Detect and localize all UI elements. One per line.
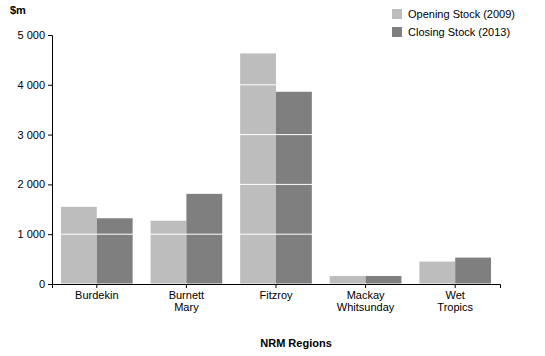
bar: [366, 276, 402, 284]
bar: [61, 207, 97, 284]
bar: [186, 194, 222, 284]
y-tick: 3 000: [17, 129, 52, 141]
x-axis: Burdekin BurnettMary Fitzroy MackayWhitsund…: [53, 284, 501, 313]
grid-line: [52, 234, 500, 235]
y-axis-title: $m: [10, 4, 26, 16]
x-tick-mark: [365, 284, 366, 288]
legend: Opening Stock (2009) Closing Stock (2013): [392, 8, 515, 38]
x-tick: BurnettMary: [169, 284, 204, 313]
y-tick-mark: [48, 135, 52, 136]
y-tick-label: 1 000: [17, 228, 45, 240]
y-tick-mark: [48, 85, 52, 86]
x-tick-label: Burdekin: [75, 289, 118, 301]
x-tick: MackayWhitsunday: [337, 284, 395, 313]
x-tick-mark: [186, 284, 187, 288]
bar: [455, 258, 491, 284]
x-tick: Burdekin: [75, 284, 118, 301]
x-tick-mark: [455, 284, 456, 288]
legend-swatch: [392, 9, 402, 19]
y-tick-mark: [48, 284, 52, 285]
bar: [330, 276, 366, 284]
y-tick: 5 000: [17, 29, 52, 41]
x-tick-label: BurnettMary: [169, 289, 204, 314]
x-tick-mark: [96, 284, 97, 288]
x-tick-mark: [276, 284, 277, 288]
y-tick-label: 4 000: [17, 79, 45, 91]
x-tick-label: MackayWhitsunday: [337, 289, 395, 314]
y-tick-label: 2 000: [17, 178, 45, 190]
y-axis: 0 1 000 2 000 3 000 4 000 5 000: [17, 29, 52, 290]
y-tick: 0: [39, 278, 52, 290]
bar: [276, 92, 312, 284]
y-tick-mark: [48, 234, 52, 235]
y-tick: 4 000: [17, 79, 52, 91]
grid-line: [52, 184, 500, 185]
y-tick-mark: [48, 184, 52, 185]
legend-label: Opening Stock (2009): [408, 8, 515, 20]
x-tick: WetTropics: [437, 284, 473, 313]
y-tick-label: 5 000: [17, 29, 45, 41]
x-tick-label: Fitzroy: [260, 289, 294, 301]
y-tick-label: 0: [39, 278, 45, 290]
y-axis-line: [48, 36, 53, 285]
bar: [151, 221, 187, 284]
y-tick-mark: [48, 35, 52, 36]
grid-line: [52, 84, 500, 85]
x-axis-title: NRM Regions: [260, 337, 332, 349]
y-tick-label: 3 000: [17, 129, 45, 141]
legend-label: Closing Stock (2013): [408, 26, 510, 38]
grid: [52, 35, 500, 284]
legend-swatch: [392, 27, 402, 37]
grid-line: [52, 134, 500, 135]
x-tick: Fitzroy: [260, 284, 294, 301]
bar: [240, 53, 276, 284]
bar: [97, 218, 133, 284]
x-tick-label: WetTropics: [437, 289, 473, 314]
y-tick: 1 000: [17, 228, 52, 240]
y-tick: 2 000: [17, 178, 52, 190]
chart: 0 1 000 2 000 3 000 4 000 5 000 Burdekin Burnet…: [0, 0, 545, 356]
bar: [419, 262, 455, 284]
bars: [61, 53, 491, 284]
x-axis-line: [53, 285, 501, 289]
